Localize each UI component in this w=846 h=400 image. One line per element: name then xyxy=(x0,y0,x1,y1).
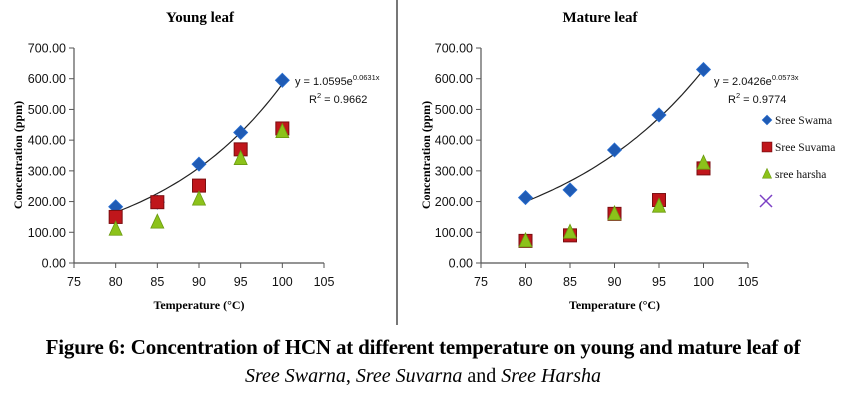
data-point-diamond xyxy=(562,182,578,198)
chart-title: Mature leaf xyxy=(562,10,638,26)
r2-superscript: 2 xyxy=(317,91,321,100)
data-point-triangle xyxy=(696,154,711,170)
data-point-triangle xyxy=(233,149,248,165)
caption-sep-2: and xyxy=(462,365,502,387)
data-point-diamond xyxy=(695,61,712,78)
figure: Young leaf 0.00 100.00 200.00 300.00 400.00 50… xyxy=(11,10,835,312)
equation-base: y = 2.0426e xyxy=(714,76,772,88)
x-tick-label: 100 xyxy=(272,275,293,289)
y-tick-label: 700.00 xyxy=(28,42,66,56)
data-point-triangle xyxy=(108,220,123,236)
legend-marker-diamond xyxy=(761,114,773,126)
y-tick-label: 0.00 xyxy=(449,257,473,271)
x-tick-label: 90 xyxy=(608,275,622,289)
legend-marker-triangle xyxy=(762,167,772,179)
data-point-diamond xyxy=(274,72,290,88)
y-tick-label: 500.00 xyxy=(435,103,473,117)
legend-marker-x xyxy=(759,194,773,208)
y-tick-label: 700.00 xyxy=(435,42,473,56)
r2-superscript: 2 xyxy=(736,91,740,100)
data-point-square xyxy=(150,195,165,210)
x-tick-label: 85 xyxy=(563,275,577,289)
data-point-triangle xyxy=(651,197,667,213)
legend-marker-square xyxy=(761,141,773,153)
trendline-exponential xyxy=(525,69,704,203)
series-sree-suvarna xyxy=(108,121,290,224)
y-tick-label: 100.00 xyxy=(435,226,473,240)
series-sree-harsha xyxy=(518,154,711,248)
x-axis-label: Temperature (°C) xyxy=(569,298,660,312)
caption-sep-1: , xyxy=(345,365,356,387)
y-tick-label: 600.00 xyxy=(435,72,473,86)
x-tick-label: 105 xyxy=(314,275,335,289)
x-tick-label: 75 xyxy=(67,275,81,289)
series-sree-suvarna xyxy=(518,161,711,248)
y-tick-label: 200.00 xyxy=(28,195,66,209)
figure-caption-line2: Sree Swarna, Sree Suvarna and Sree Harsh… xyxy=(0,365,846,388)
legend: Sree Swama Sree Suvama sree harsha xyxy=(759,114,835,208)
chart-title: Young leaf xyxy=(166,10,235,26)
data-point-diamond xyxy=(606,142,623,158)
trendline-r-squared: R2 = 0.9774 xyxy=(728,91,786,106)
x-tick-label: 90 xyxy=(192,275,206,289)
r2-value: = 0.9662 xyxy=(321,94,367,106)
legend-label: sree harsha xyxy=(775,169,826,181)
y-tick-label: 400.00 xyxy=(435,134,473,148)
x-tick-label: 100 xyxy=(693,275,714,289)
caption-name-harsha: Sree Harsha xyxy=(501,365,602,387)
equation-exponent: 0.0573x xyxy=(772,73,799,82)
figure-caption-line1: Figure 6: Concentration of HCN at differ… xyxy=(45,335,801,359)
x-tick-label: 95 xyxy=(652,275,666,289)
y-axis-label: Concentration (ppm) xyxy=(419,101,433,209)
data-point-triangle xyxy=(607,204,622,221)
data-point-diamond xyxy=(651,107,667,123)
legend-label: Sree Swama xyxy=(775,115,832,127)
data-point-triangle xyxy=(191,190,207,206)
equation-base: y = 1.0595e xyxy=(295,76,353,88)
y-tick-label: 600.00 xyxy=(28,72,66,86)
data-point-diamond xyxy=(233,124,249,141)
x-tick-label: 80 xyxy=(519,275,533,289)
equation-exponent: 0.0631x xyxy=(353,73,380,82)
series-sree-swarna xyxy=(517,61,712,206)
r2-label: R xyxy=(309,94,317,106)
y-tick-label: 0.00 xyxy=(42,257,66,271)
y-tick-label: 100.00 xyxy=(28,226,66,240)
data-point-triangle xyxy=(518,231,533,248)
trendline-r-squared: R2 = 0.9662 xyxy=(309,91,367,106)
y-axis-label: Concentration (ppm) xyxy=(11,101,25,209)
data-point-square xyxy=(192,178,206,193)
y-tick-label: 200.00 xyxy=(435,195,473,209)
data-point-triangle xyxy=(275,122,290,138)
x-tick-label: 105 xyxy=(738,275,759,289)
caption-name-suvarna: Sree Suvarna xyxy=(355,365,463,387)
trendline-equation: y = 1.0595e0.0631x xyxy=(295,73,380,88)
chart-mature-leaf: Mature leaf 0.00 100.00 200.00 300.00 400.00 5… xyxy=(419,10,835,312)
x-tick-label: 95 xyxy=(234,275,248,289)
r2-value: = 0.9774 xyxy=(740,94,786,106)
data-point-diamond xyxy=(517,190,534,206)
r2-label: R xyxy=(728,94,736,106)
x-marker-stroke xyxy=(759,194,773,208)
chart-young-leaf: Young leaf 0.00 100.00 200.00 300.00 400.00 50… xyxy=(11,10,380,312)
data-point-triangle xyxy=(150,213,165,229)
y-tick-label: 500.00 xyxy=(28,103,66,117)
y-tick-label: 400.00 xyxy=(28,134,66,148)
x-tick-label: 80 xyxy=(109,275,123,289)
data-point-triangle xyxy=(562,223,578,239)
panel-divider xyxy=(396,0,398,325)
x-tick-label: 75 xyxy=(474,275,488,289)
legend-label: Sree Suvama xyxy=(775,142,835,154)
trendline-equation: y = 2.0426e0.0573x xyxy=(714,73,799,88)
y-tick-label: 300.00 xyxy=(435,164,473,178)
data-point-diamond xyxy=(191,156,207,172)
x-tick-label: 85 xyxy=(150,275,164,289)
y-tick-label: 300.00 xyxy=(28,164,66,178)
series-sree-harsha xyxy=(108,122,290,236)
x-axis-label: Temperature (°C) xyxy=(153,298,244,312)
caption-name-swarna: Sree Swarna xyxy=(244,365,346,387)
